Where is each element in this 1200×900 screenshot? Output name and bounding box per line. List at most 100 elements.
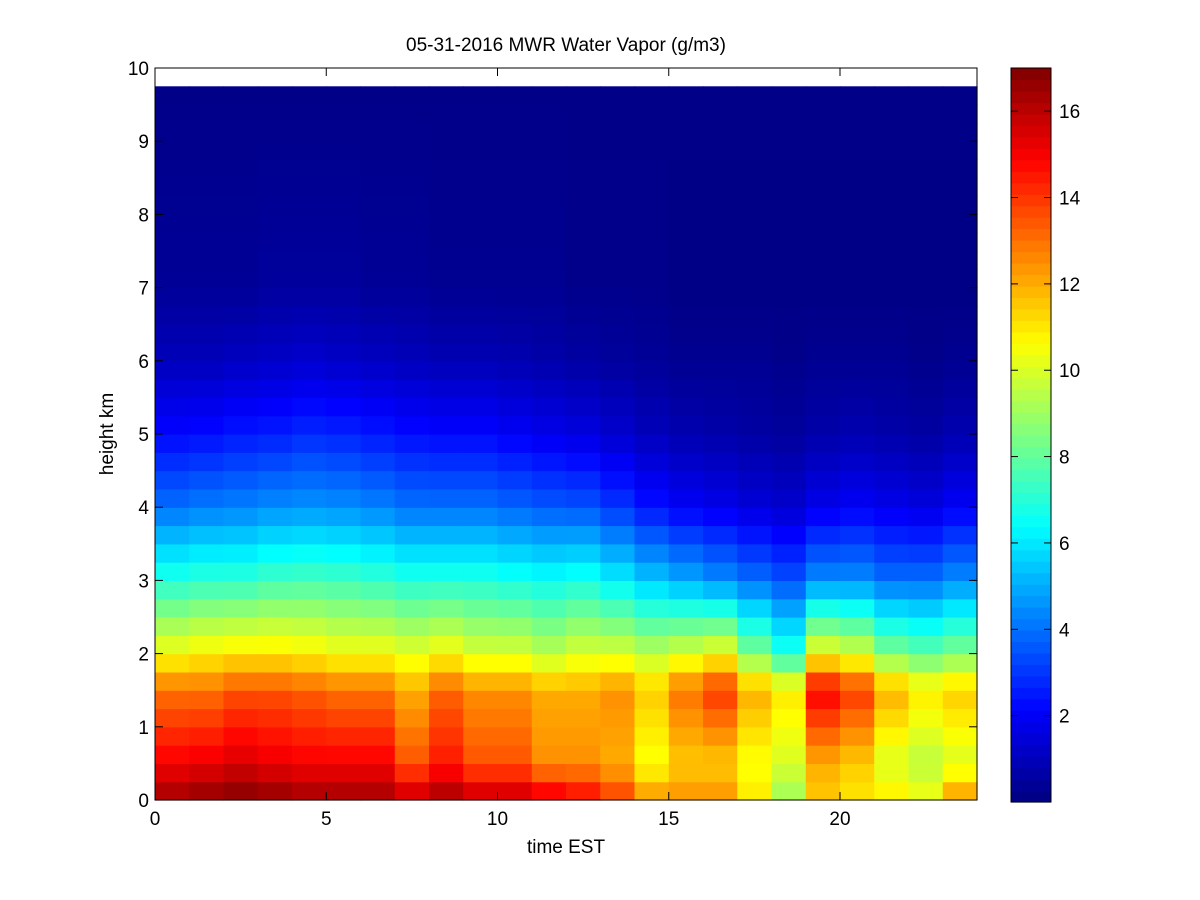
heatmap-cell: [189, 177, 225, 197]
heatmap-cell: [155, 781, 190, 801]
heatmap-cell: [531, 543, 567, 563]
heatmap-cell: [292, 562, 327, 581]
heatmap-cell: [840, 434, 875, 453]
heatmap-cell: [874, 104, 910, 124]
heatmap-cell: [600, 305, 636, 325]
heatmap-cell: [531, 763, 567, 783]
heatmap-cell: [566, 617, 601, 636]
heatmap-cell: [737, 251, 773, 270]
heatmap-cell: [908, 781, 944, 801]
heatmap-cell: [771, 543, 807, 563]
heatmap-cell: [497, 781, 533, 801]
heatmap-cell: [257, 617, 293, 636]
heatmap-cell: [840, 379, 875, 398]
heatmap-cell: [668, 214, 704, 234]
heatmap-cell: [737, 122, 773, 142]
heatmap-cell: [805, 122, 841, 142]
heatmap-cell: [429, 379, 464, 398]
colorbar-band: [1011, 687, 1051, 700]
heatmap-cell: [634, 488, 670, 508]
heatmap-cell: [463, 507, 499, 527]
heatmap-cell: [600, 745, 636, 764]
heatmap-cell: [531, 324, 567, 344]
heatmap-cell: [326, 397, 362, 417]
colorbar-band: [1011, 297, 1051, 310]
heatmap-cell: [497, 690, 533, 710]
heatmap-cell: [840, 397, 875, 417]
heatmap-cell: [360, 708, 396, 728]
heatmap-cell: [874, 434, 910, 453]
heatmap-cell: [566, 653, 601, 673]
heatmap-cell: [155, 177, 190, 197]
heatmap-cell: [737, 434, 773, 453]
heatmap-cell: [292, 580, 327, 600]
heatmap-cell: [223, 525, 259, 545]
heatmap-cell: [600, 342, 636, 362]
heatmap-cell: [429, 635, 464, 655]
heatmap-cell: [840, 86, 875, 106]
heatmap-cell: [189, 287, 225, 307]
heatmap-cell: [840, 104, 875, 124]
colorbar-tick-label: 8: [1059, 448, 1070, 469]
heatmap-cell: [223, 434, 259, 453]
heatmap-cell: [668, 617, 704, 636]
heatmap-cell: [840, 141, 875, 161]
heatmap-cell: [874, 397, 910, 417]
heatmap-cell: [737, 562, 773, 581]
heatmap-cell: [942, 653, 978, 673]
heatmap-cell: [908, 251, 944, 270]
heatmap-cell: [805, 251, 841, 270]
heatmap-cell: [874, 488, 910, 508]
heatmap-cell: [394, 104, 430, 124]
heatmap-cell: [189, 543, 225, 563]
heatmap-cell: [326, 324, 362, 344]
heatmap-cell: [463, 397, 499, 417]
heatmap-cell: [189, 196, 225, 215]
heatmap-cell: [600, 251, 636, 270]
heatmap-cell: [463, 269, 499, 289]
heatmap-cell: [942, 598, 978, 618]
heatmap-cell: [531, 745, 567, 764]
heatmap-cell: [360, 781, 396, 801]
heatmap-cell: [223, 324, 259, 344]
heatmap-cell: [840, 232, 875, 252]
heatmap-cell: [531, 397, 567, 417]
heatmap-cell: [566, 745, 601, 764]
heatmap-cell: [223, 360, 259, 380]
heatmap-cell: [531, 287, 567, 307]
heatmap-cell: [942, 287, 978, 307]
heatmap-cell: [840, 598, 875, 618]
heatmap-cell: [326, 671, 362, 691]
heatmap-cell: [600, 708, 636, 728]
heatmap-cell: [703, 177, 738, 197]
heatmap-cell: [223, 305, 259, 325]
heatmap-cell: [463, 763, 499, 783]
heatmap-cell: [292, 708, 327, 728]
heatmap-cell: [531, 251, 567, 270]
heatmap-cell: [771, 470, 807, 490]
heatmap-cell: [703, 269, 738, 289]
heatmap-cell: [223, 598, 259, 618]
heatmap-cell: [189, 232, 225, 252]
heatmap-cell: [874, 617, 910, 636]
heatmap-cell: [360, 159, 396, 179]
heatmap-cell: [840, 543, 875, 563]
colorbar-band: [1011, 698, 1051, 711]
heatmap-cell: [257, 745, 293, 764]
heatmap-cell: [155, 726, 190, 746]
x-tick-label: 15: [658, 809, 679, 830]
heatmap-cell: [566, 434, 601, 453]
heatmap-cell: [771, 122, 807, 142]
heatmap-cell: [634, 726, 670, 746]
heatmap-cell: [874, 159, 910, 179]
heatmap-cell: [942, 196, 978, 215]
heatmap-cell: [737, 690, 773, 710]
heatmap-cell: [737, 177, 773, 197]
heatmap-cell: [600, 507, 636, 527]
heatmap-cell: [634, 379, 670, 398]
heatmap-cell: [257, 763, 293, 783]
heatmap-cell: [223, 287, 259, 307]
heatmap-cell: [874, 324, 910, 344]
heatmap-cell: [737, 141, 773, 161]
colorbar-band: [1011, 584, 1051, 597]
